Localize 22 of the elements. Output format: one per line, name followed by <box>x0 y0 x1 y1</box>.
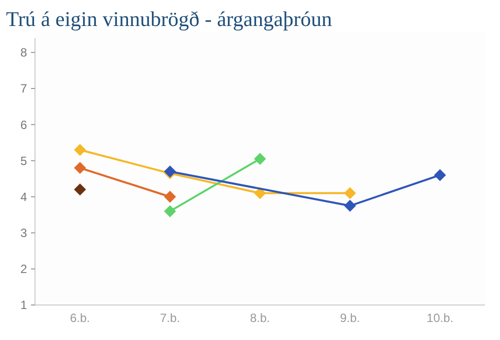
x-tick-label: 10.b. <box>426 311 454 325</box>
x-tick-label: 9.b. <box>340 311 360 325</box>
point <box>164 190 176 203</box>
point <box>254 187 266 200</box>
point <box>74 144 86 156</box>
point <box>164 205 176 218</box>
point <box>74 184 86 196</box>
x-tick-label: 8.b. <box>250 311 270 325</box>
x-tick-label: 6.b. <box>70 311 90 325</box>
y-tick-label: 8 <box>20 46 28 60</box>
y-tick-label: 4 <box>20 190 28 204</box>
y-tick-label: 2 <box>20 262 28 276</box>
point <box>74 162 86 174</box>
x-tick-label: 7.b. <box>160 311 180 325</box>
y-tick-label: 3 <box>20 226 28 240</box>
point <box>254 152 266 165</box>
y-tick-label: 7 <box>20 82 28 96</box>
y-tick-label: 1 <box>20 298 28 312</box>
y-tick-label: 5 <box>20 154 28 168</box>
y-tick-label: 6 <box>20 118 28 132</box>
point <box>344 187 356 200</box>
chart-title: Trú á eigin vinnubrögð - árgangaþróun <box>6 7 333 31</box>
